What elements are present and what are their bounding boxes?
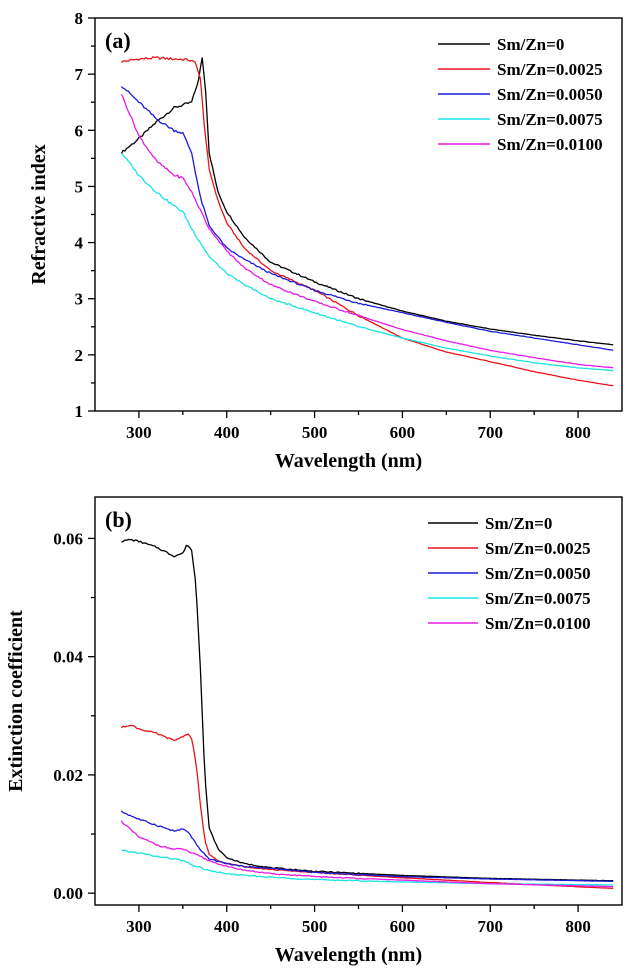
panel-label: (a) [105,28,131,53]
legend: Sm/Zn=0 Sm/Zn=0.0025 Sm/Zn=0.0050 Sm/Zn=0.0… [438,35,603,154]
y-tick-label: 3 [75,290,84,309]
x-tick-label: 700 [478,917,504,936]
series-line-sm-zn-0-0025 [120,724,614,890]
legend-label: Sm/Zn=0.0050 [485,564,591,583]
series-line-sm-zn-0-0050 [120,810,614,882]
x-tick-label: 400 [214,917,240,936]
series-line-sm-zn-0-0100 [120,94,614,369]
y-tick-label: 4 [75,234,84,253]
y-tick-label: 2 [75,346,84,365]
x-tick-label: 500 [302,917,328,936]
chart-panel-b: 300 400 500 600 700 800 0.00 0.02 0.04 0.06 Wavele… [5,496,623,966]
y-tick-label: 0.02 [53,766,83,785]
y-tick-label: 8 [75,9,84,28]
legend-label: Sm/Zn=0.0100 [497,135,603,154]
legend-label: Sm/Zn=0 [497,35,564,54]
y-tick-label: 6 [75,121,84,140]
x-tick-label: 500 [302,423,328,442]
y-axis-label: Refractive index [28,144,50,285]
x-axis-label: Wavelength (nm) [275,450,422,472]
x-axis-label: Wavelength (nm) [275,944,422,966]
series-group [120,56,614,387]
y-axis-label: Extinction coefficient [5,610,27,792]
series-line-sm-zn-0-0075 [120,152,614,372]
chart-panel-a: 300 400 500 600 700 800 1 2 3 4 5 6 7 8 Wavelength (nm… [28,9,623,472]
x-tick-label: 600 [390,917,416,936]
panel-label: (b) [105,507,132,532]
y-tick-label: 5 [75,177,84,196]
series-line-sm-zn-0 [120,57,614,346]
series-line-sm-zn-0-0050 [120,86,614,351]
y-tick-label: 1 [75,402,84,421]
legend-label: Sm/Zn=0.0075 [485,589,591,608]
legend-label: Sm/Zn=0.0050 [497,85,603,104]
legend: Sm/Zn=0 Sm/Zn=0.0025 Sm/Zn=0.0050 Sm/Zn=0.0… [428,514,591,633]
y-tick-label: 0.04 [53,648,83,667]
x-tick-label: 800 [565,917,591,936]
x-tick-label: 600 [390,423,416,442]
x-tick-label: 800 [565,423,591,442]
series-line-sm-zn-0-0025 [120,56,614,387]
legend-label: Sm/Zn=0 [485,514,552,533]
y-tick-label: 7 [75,65,84,84]
series-line-sm-zn-0-0100 [120,820,614,888]
x-tick-label: 300 [126,423,152,442]
legend-label: Sm/Zn=0.0075 [497,110,603,129]
plot-frame [94,496,623,906]
y-tick-label: 0.00 [53,884,83,903]
x-tick-label: 400 [214,423,240,442]
x-tick-label: 300 [126,917,152,936]
legend-label: Sm/Zn=0.0025 [485,539,591,558]
y-tick-label: 0.06 [53,529,83,548]
x-tick-label: 700 [478,423,504,442]
legend-label: Sm/Zn=0.0100 [485,614,591,633]
legend-label: Sm/Zn=0.0025 [497,60,603,79]
series-group [120,538,614,890]
